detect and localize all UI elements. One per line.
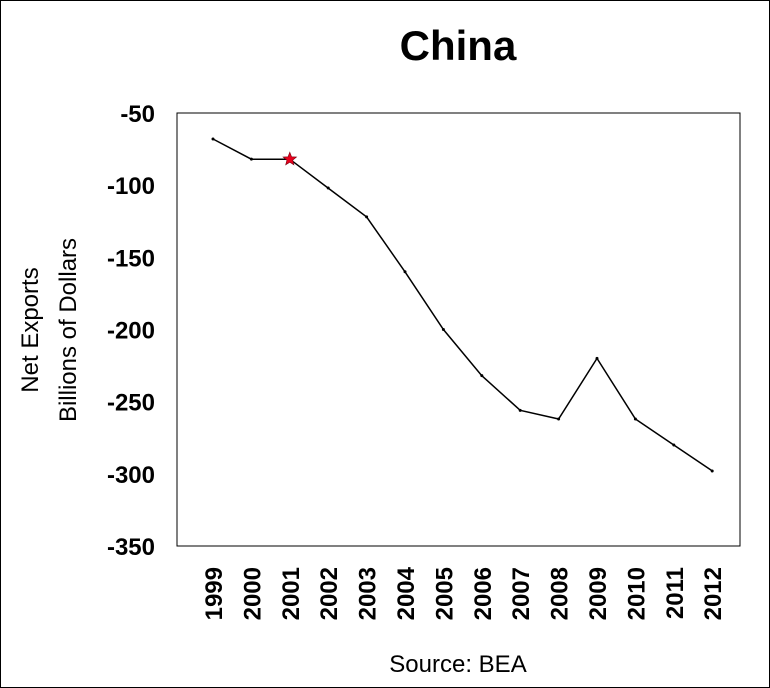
- y-tick-label: -100: [107, 173, 155, 200]
- data-point: [249, 157, 253, 161]
- x-tick-label: 2009: [585, 567, 612, 620]
- data-point: [326, 186, 330, 190]
- x-axis-ticks: 1999 2000 2001 2002 2003 2004 2005 2006 2007 2008…: [201, 566, 727, 620]
- data-point: [672, 443, 676, 447]
- y-axis-label-line-1: Net Exports: [17, 267, 44, 392]
- x-tick-label: 2002: [316, 567, 343, 620]
- plot-area: [176, 112, 741, 547]
- data-point: [480, 374, 484, 378]
- series-layer: [211, 137, 714, 473]
- y-tick-label: -50: [120, 101, 155, 128]
- y-tick-label: -150: [107, 245, 155, 272]
- chart-title: China: [400, 22, 517, 69]
- y-axis-label-line-2: Billions of Dollars: [55, 238, 82, 422]
- x-tick-label: 2008: [547, 567, 574, 620]
- x-tick-label: 2012: [700, 567, 727, 620]
- x-tick-label: 2004: [393, 566, 420, 620]
- y-tick-label: -250: [107, 390, 155, 417]
- data-point: [557, 417, 561, 421]
- y-tick-label: -350: [107, 534, 155, 561]
- data-point: [403, 270, 407, 274]
- x-tick-label: 1999: [201, 567, 228, 620]
- data-point: [518, 408, 522, 412]
- data-point: [211, 137, 215, 141]
- x-tick-label: 2001: [278, 567, 305, 620]
- data-point: [633, 417, 637, 421]
- data-point: [365, 215, 369, 219]
- series-line: [212, 138, 713, 472]
- x-tick-label: 2010: [623, 567, 650, 620]
- x-tick-label: 2006: [470, 567, 497, 620]
- y-axis-label: Net Exports Billions of Dollars: [17, 238, 82, 422]
- highlight-star-marker: [282, 151, 298, 166]
- y-tick-label: -300: [107, 462, 155, 489]
- y-axis-ticks: -50 -100 -150 -200 -250 -300 -350: [107, 101, 155, 561]
- y-tick-label: -200: [107, 318, 155, 345]
- data-point: [595, 356, 599, 360]
- x-tick-label: 2005: [431, 567, 458, 620]
- x-tick-label: 2000: [239, 567, 266, 620]
- data-point: [441, 328, 445, 331]
- x-tick-label: 2007: [508, 567, 535, 620]
- data-point: [710, 469, 714, 473]
- source-note: Source: BEA: [389, 651, 526, 678]
- x-tick-label: 2003: [355, 567, 382, 620]
- x-tick-label: 2011: [662, 567, 689, 619]
